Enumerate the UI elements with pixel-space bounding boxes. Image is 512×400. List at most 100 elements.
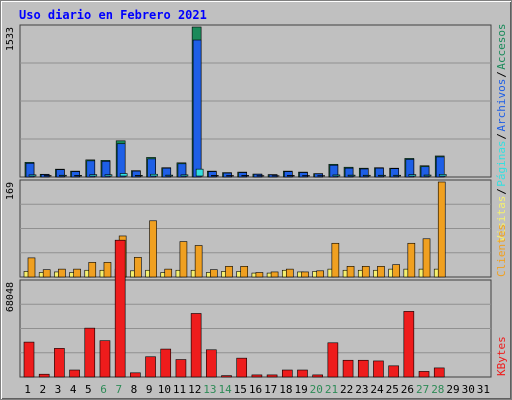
bar-clientes [150, 221, 157, 277]
bar-clientes [377, 266, 384, 277]
bar-paginas [394, 175, 401, 176]
x-tick-label: 30 [462, 383, 475, 396]
bar-clientes [332, 243, 339, 277]
bar-kbytes [39, 374, 49, 377]
x-tick-label: 15 [234, 383, 247, 396]
bar-clientes [134, 257, 141, 277]
x-tick-label: 8 [131, 383, 138, 396]
bar-kbytes [85, 328, 95, 377]
bar-archivos [299, 173, 307, 177]
ymax-label-1: 1533 [5, 27, 16, 51]
x-tick-label: 22 [340, 383, 353, 396]
bar-kbytes [434, 368, 444, 377]
bar-paginas [151, 174, 158, 176]
bar-paginas [439, 174, 446, 176]
x-tick-label: 13 [203, 383, 216, 396]
bar-kbytes [237, 358, 247, 377]
bar-archivos [239, 173, 247, 177]
bar-kbytes [115, 240, 125, 377]
x-tick-label: 21 [325, 383, 338, 396]
legend-top-3: Accesos [495, 23, 508, 69]
bar-kbytes [54, 348, 64, 377]
bar-clientes [43, 270, 50, 277]
bar-archivos [436, 157, 444, 177]
bar-kbytes [100, 341, 110, 377]
x-tick-label: 31 [477, 383, 490, 396]
bar-paginas [363, 175, 370, 176]
x-tick-label: 25 [386, 383, 399, 396]
bar-archivos [224, 173, 232, 177]
legend-top-2: Archivos [495, 79, 508, 132]
bar-kbytes [419, 371, 429, 377]
bar-kbytes [161, 349, 171, 377]
bar-kbytes [70, 370, 80, 377]
x-tick-label: 2 [39, 383, 46, 396]
bar-clientes [89, 262, 96, 277]
bar-clientes [210, 270, 217, 277]
bar-paginas [120, 174, 127, 176]
legend-top-sep: / [495, 133, 508, 140]
bar-clientes [301, 272, 308, 277]
x-tick-label: 11 [173, 383, 186, 396]
bar-kbytes [130, 373, 140, 377]
bar-kbytes [282, 370, 292, 377]
bar-kbytes [297, 370, 307, 377]
bar-kbytes [404, 311, 414, 377]
x-tick-label: 17 [264, 383, 277, 396]
bar-paginas [105, 175, 112, 176]
bar-clientes [256, 273, 263, 277]
bar-paginas [211, 175, 218, 176]
bar-paginas [135, 175, 142, 176]
x-tick-label: 16 [249, 383, 262, 396]
bar-clientes [317, 271, 324, 277]
bar-clientes [226, 266, 233, 277]
bar-kbytes [389, 366, 399, 377]
x-tick-label: 3 [55, 383, 62, 396]
bar-paginas [242, 175, 249, 176]
bar-clientes [286, 269, 293, 277]
x-tick-label: 29 [446, 383, 459, 396]
bar-kbytes [343, 360, 353, 377]
bar-clientes [347, 266, 354, 277]
ymax-label-2: 169 [5, 182, 16, 200]
bar-clientes [408, 243, 415, 277]
bar-paginas [348, 175, 355, 176]
bar-clientes [438, 182, 445, 277]
bar-clientes [165, 269, 172, 277]
bar-clientes [28, 258, 35, 277]
x-tick-label: 9 [146, 383, 153, 396]
bar-clientes [362, 266, 369, 277]
bar-archivos [117, 144, 125, 177]
bar-paginas [287, 175, 294, 176]
bar-paginas [75, 175, 82, 176]
bar-kbytes [252, 375, 262, 377]
bar-kbytes [146, 357, 156, 377]
bar-kbytes [24, 342, 34, 377]
bar-clientes [423, 239, 430, 277]
bar-kbytes [358, 360, 368, 377]
legend-mid-0: Clientes [495, 224, 508, 277]
bar-paginas [90, 175, 97, 176]
bar-kbytes [373, 361, 383, 377]
x-tick-label: 4 [70, 383, 77, 396]
bar-kbytes [267, 375, 277, 377]
x-tick-label: 5 [85, 383, 92, 396]
bar-paginas [59, 175, 66, 176]
x-tick-label: 18 [279, 383, 292, 396]
x-tick-label: 23 [355, 383, 368, 396]
bar-clientes [104, 262, 111, 277]
bar-clientes [74, 269, 81, 277]
x-tick-label: 1 [24, 383, 31, 396]
x-tick-label: 24 [370, 383, 384, 396]
ymax-label-3: 68048 [5, 282, 16, 312]
bar-paginas [29, 175, 36, 176]
legend-top-1: Páginas [495, 140, 508, 186]
bar-paginas [196, 169, 203, 176]
bar-clientes [195, 246, 202, 277]
bar-kbytes [313, 375, 323, 377]
bar-clientes [58, 269, 65, 277]
bar-paginas [409, 175, 416, 176]
bar-kbytes [222, 376, 232, 377]
x-tick-label: 27 [416, 383, 429, 396]
x-tick-label: 20 [310, 383, 323, 396]
